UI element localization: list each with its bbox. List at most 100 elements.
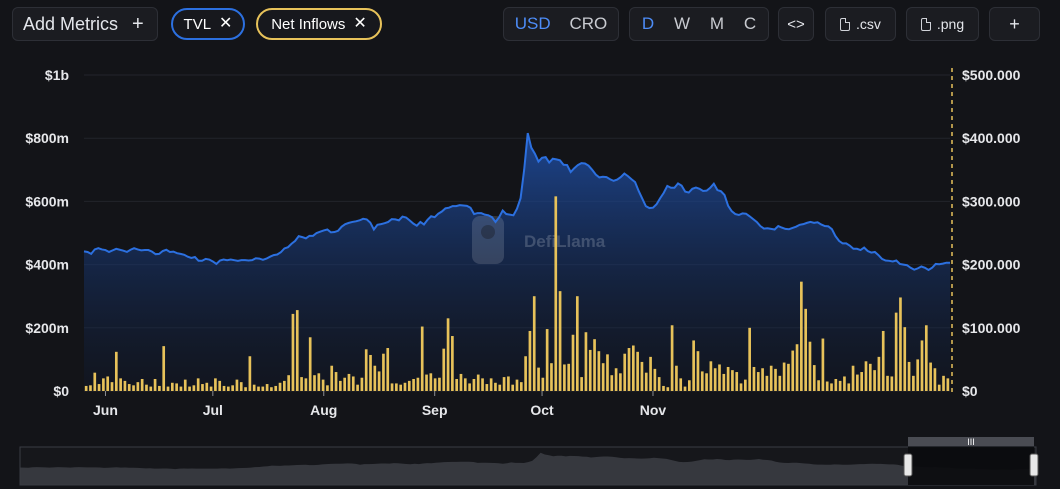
net-inflow-bar [261,386,265,391]
add-metrics-label: Add Metrics [23,13,119,34]
net-inflow-bar [502,377,506,391]
close-icon[interactable]: ✕ [353,15,367,32]
net-inflow-bar [571,334,575,391]
add-chart-button[interactable]: + [989,7,1040,41]
net-inflow-bar [145,384,148,391]
time-range-brush[interactable]: III [0,437,1060,489]
net-inflow-bar [631,345,635,391]
metric-pill-tvl[interactable]: TVL ✕ [171,8,245,40]
currency-toggle: USD CRO [503,7,619,41]
download-png-button[interactable]: .png [906,7,979,41]
period-option-cumulative[interactable]: C [743,14,757,33]
net-inflow-bar [89,385,92,391]
add-metrics-button[interactable]: Add Metrics + [12,7,158,41]
net-inflow-bar [248,356,252,391]
net-inflow-bar [330,365,334,391]
net-inflow-bar [278,382,282,391]
watermark-text: DefiLlama [524,232,606,251]
net-inflow-bar [662,385,665,391]
net-inflow-bar [390,383,394,391]
net-inflow-bar [778,375,782,391]
net-inflow-bar [494,382,497,391]
net-inflow-bar [748,327,751,391]
net-inflow-bar [347,373,351,391]
net-inflow-bar [304,378,308,391]
tvl-area [84,133,950,391]
embed-button[interactable]: <> [778,7,814,41]
download-csv-label: .csv [856,16,881,32]
net-inflow-bar [705,373,708,391]
plus-icon: + [132,12,144,35]
net-inflow-bar [696,351,700,391]
right-axis-ticks: $0 $100.000 $200.000 $300.000 $400.000 $500.0… [962,67,1021,399]
net-inflow-bar [524,356,527,391]
period-option-daily[interactable]: D [641,14,655,33]
brush-right-handle[interactable] [1029,453,1039,477]
period-option-weekly[interactable]: W [673,14,691,33]
net-inflow-bar [739,383,743,391]
x-axis-tick-label: Nov [640,402,667,418]
net-inflow-bar [425,374,428,391]
net-inflow-bar [830,383,833,391]
file-icon [920,17,931,31]
x-axis-tick-label: Sep [422,402,448,418]
net-inflow-bar [709,361,713,391]
period-option-monthly[interactable]: M [709,14,725,33]
net-inflow-bar [205,382,209,391]
net-inflow-bar [209,386,213,391]
x-axis-tick-label: Jun [93,402,118,418]
net-inflow-bar [860,372,864,391]
close-icon[interactable]: ✕ [219,15,233,32]
net-inflow-bar [761,368,764,391]
net-inflow-bar [903,327,907,391]
currency-option-cro[interactable]: CRO [569,14,608,33]
net-inflow-bar [360,377,364,391]
net-inflow-bar [386,348,390,391]
x-axis-ticks: Jun Jul Aug Sep Oct Nov [93,391,666,418]
net-inflow-bar [886,375,889,391]
net-inflow-bar [550,363,553,391]
net-inflow-bar [170,382,174,391]
net-inflow-bar [188,386,191,391]
right-axis-tick-label: $100.000 [962,320,1021,336]
net-inflow-bar [899,297,902,391]
net-inflow-bar [519,382,523,391]
net-inflow-bar [774,368,777,391]
net-inflow-bar [291,313,295,391]
net-inflow-bar [653,368,657,391]
net-inflow-bar [231,385,234,391]
metric-pill-net-inflows[interactable]: Net Inflows ✕ [256,8,382,40]
net-inflow-bar [412,378,415,391]
download-csv-button[interactable]: .csv [825,7,896,41]
left-axis-tick-label: $600m [25,193,69,209]
brush-selection[interactable] [908,447,1034,485]
tvl-inflows-chart[interactable]: DefiLlama $0 $200m $400m $600m $800m $1b $0 $1… [0,50,1060,430]
net-inflow-bar [804,308,807,391]
brush-left-handle[interactable] [903,453,913,477]
net-inflow-bar [627,348,631,391]
net-inflow-bar [511,384,515,391]
net-inflow-bar [619,373,622,391]
net-inflow-bar [563,364,566,391]
net-inflow-bar [894,312,898,391]
left-axis-tick-label: $0 [53,383,69,399]
left-axis-tick-label: $1b [45,67,69,83]
tvl-line-layer [83,132,950,272]
brush-selection-bar[interactable] [908,437,1034,446]
file-icon [840,17,851,31]
currency-option-usd[interactable]: USD [514,14,551,33]
net-inflow-bar [317,373,321,391]
net-inflow-bar [399,384,403,391]
net-inflow-bar [528,330,532,391]
code-icon: <> [787,15,805,33]
net-inflow-bar [532,296,536,391]
net-inflow-bar [114,351,118,391]
net-inflow-bar [808,341,812,391]
net-inflow-bar [123,380,127,391]
net-inflow-bar [196,378,200,391]
net-inflow-bar [97,384,101,391]
net-inflow-bar [644,372,648,391]
net-inflow-bar [489,378,493,391]
net-inflow-bar [593,339,596,391]
net-inflow-bar [877,356,881,391]
